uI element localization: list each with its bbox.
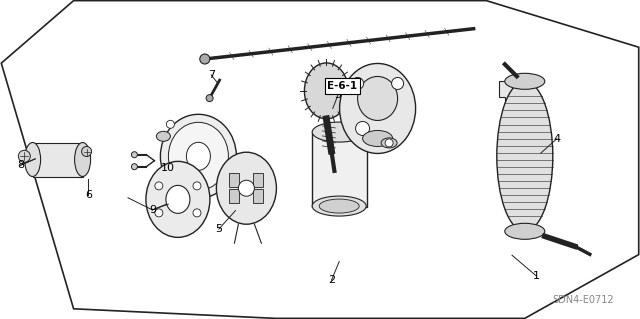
Circle shape [238, 180, 255, 196]
Ellipse shape [358, 77, 397, 121]
Circle shape [516, 90, 524, 98]
Circle shape [351, 78, 364, 89]
Text: 7: 7 [207, 70, 215, 80]
Circle shape [356, 122, 370, 136]
Text: 9: 9 [148, 205, 156, 215]
Circle shape [131, 164, 138, 170]
Bar [229, 173, 239, 187]
Polygon shape [499, 81, 527, 117]
Text: 3: 3 [335, 90, 341, 100]
Circle shape [166, 120, 174, 128]
Ellipse shape [227, 171, 241, 181]
Circle shape [392, 78, 404, 89]
Ellipse shape [505, 223, 545, 239]
Text: SDN4-E0712: SDN4-E0712 [553, 295, 614, 305]
Circle shape [206, 95, 213, 102]
Circle shape [82, 146, 92, 157]
Text: E-6-1: E-6-1 [327, 81, 358, 91]
Ellipse shape [381, 138, 397, 148]
Text: 6: 6 [85, 190, 92, 200]
Circle shape [131, 152, 138, 158]
Ellipse shape [75, 143, 91, 176]
Circle shape [19, 150, 30, 162]
Circle shape [155, 209, 163, 217]
Ellipse shape [186, 142, 211, 170]
Ellipse shape [340, 63, 415, 153]
Text: 5: 5 [216, 224, 222, 234]
Circle shape [385, 139, 393, 147]
Circle shape [155, 182, 163, 190]
Ellipse shape [161, 114, 236, 198]
Bar [33, 143, 83, 176]
Circle shape [223, 184, 230, 192]
Ellipse shape [312, 122, 366, 142]
Ellipse shape [305, 63, 348, 119]
Ellipse shape [312, 196, 366, 216]
Bar [229, 189, 239, 203]
Circle shape [193, 182, 201, 190]
Ellipse shape [216, 152, 276, 224]
Text: 8: 8 [17, 160, 24, 170]
Text: 2: 2 [328, 275, 335, 285]
Ellipse shape [156, 131, 170, 141]
Text: 10: 10 [161, 163, 175, 174]
Ellipse shape [146, 161, 210, 237]
Ellipse shape [24, 143, 40, 176]
Bar [253, 189, 264, 203]
Bar [312, 131, 367, 207]
Ellipse shape [166, 185, 190, 213]
Circle shape [193, 209, 201, 217]
Circle shape [200, 54, 210, 64]
Bar [253, 173, 264, 187]
Text: 4: 4 [553, 134, 561, 144]
Ellipse shape [505, 73, 545, 89]
Ellipse shape [497, 81, 553, 231]
Ellipse shape [319, 199, 359, 213]
Text: 1: 1 [533, 271, 540, 281]
Ellipse shape [168, 122, 228, 190]
Ellipse shape [363, 130, 392, 146]
